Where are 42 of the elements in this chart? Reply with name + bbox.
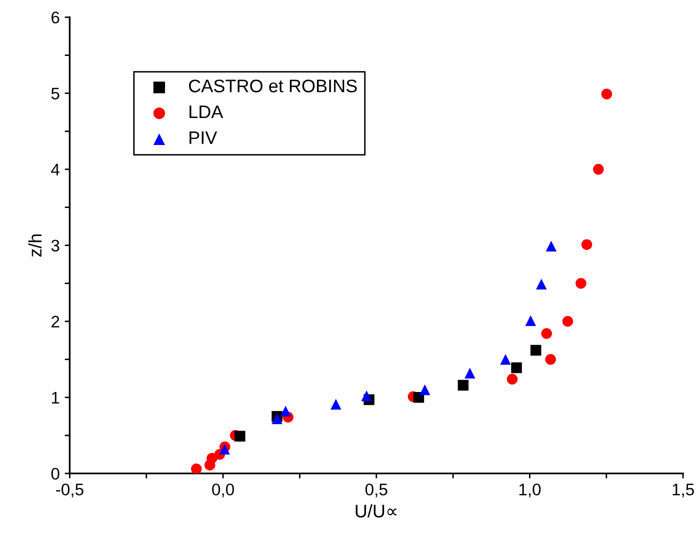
y-tick-label: 4 — [51, 164, 60, 176]
point — [536, 278, 547, 290]
y-tick-label: 3 — [51, 240, 60, 252]
point — [511, 362, 522, 374]
y-tick-label: 6 — [52, 12, 60, 24]
point — [545, 354, 556, 365]
y-axis-title: z/h — [28, 234, 42, 257]
legend-label: LDA — [190, 106, 224, 118]
point — [546, 240, 557, 252]
point — [413, 392, 424, 403]
point — [280, 406, 291, 416]
point — [581, 239, 592, 250]
x-tick-label: 0,5 — [365, 484, 388, 498]
point — [330, 398, 342, 410]
point — [506, 374, 518, 385]
point — [601, 88, 612, 100]
y-tick-label: 1 — [52, 392, 60, 404]
x-tick-label: 0,0 — [212, 484, 234, 498]
point — [234, 430, 246, 442]
point — [562, 316, 574, 327]
y-tick-label: 2 — [52, 316, 60, 328]
x-axis-title: U/U∝ — [356, 504, 396, 518]
point — [190, 464, 202, 474]
point — [419, 384, 430, 396]
x-tick-label: 1,5 — [672, 484, 694, 498]
point — [576, 278, 586, 289]
legend-label: PIV — [190, 131, 218, 144]
point — [541, 328, 552, 339]
y-tick-label: 0 — [51, 468, 60, 480]
point — [593, 164, 604, 175]
x-tick-label: 1,0 — [519, 484, 541, 498]
legend-label: CASTRO et ROBINS — [189, 80, 357, 92]
point — [361, 390, 372, 402]
point — [500, 354, 511, 365]
point — [272, 413, 282, 424]
point — [464, 368, 476, 378]
point — [530, 344, 542, 356]
point — [525, 315, 536, 326]
y-tick-label: 5 — [51, 88, 60, 100]
point — [219, 444, 230, 454]
x-tick-label: -0,5 — [56, 484, 84, 498]
point — [458, 380, 469, 391]
